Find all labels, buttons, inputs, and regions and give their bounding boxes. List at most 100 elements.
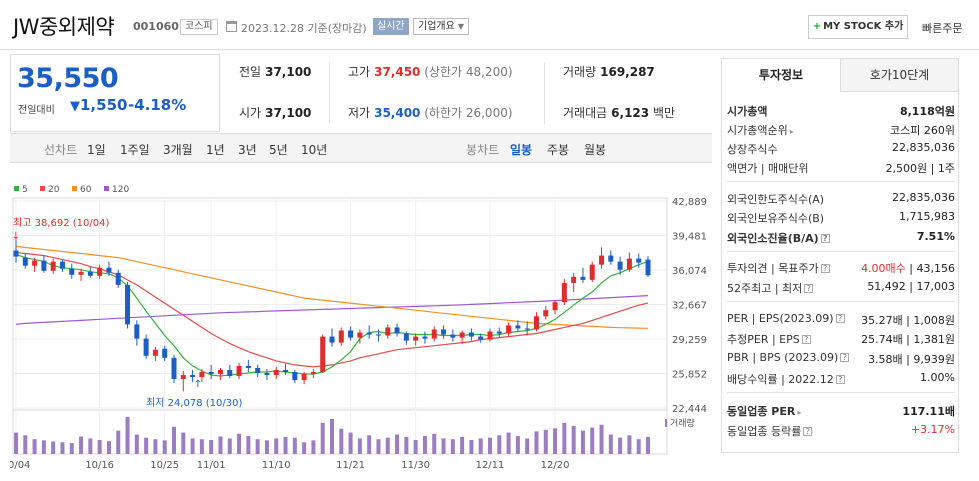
volume-bar [580,430,585,454]
volume-bar [422,436,427,454]
candle-body [561,282,567,303]
period-1d[interactable]: 1일 [87,143,106,157]
help-icon[interactable]: ? [840,353,850,362]
volume-bar [283,436,288,454]
candle-body [478,336,484,340]
volume-bar [478,438,483,454]
candle-body [301,374,307,381]
candle-body [580,276,586,280]
x-tick-label: 10/25 [150,460,179,471]
stat-label: 거래량 [563,65,597,79]
help-icon[interactable]: ? [803,427,813,436]
candle-body [227,369,233,377]
candle-body [97,267,103,276]
candlestick-chart-svg[interactable]: 5 20 60 120 42,889 39,481 36,074 32,667 29,259 25… [2,177,712,481]
x-tick-label: 10/16 [85,460,114,471]
calendar-icon [226,21,237,32]
x-tick-label: 12/20 [541,460,570,471]
volume-bar [450,439,455,454]
stat-open: 시가 37,100 [239,104,311,121]
candle-body [320,336,326,372]
low-annotation: 최저 24,078 (10/30) [146,397,242,409]
info-row-value: 1,715,983 [899,210,955,223]
quick-order-link[interactable]: 빠른주문 [922,22,963,35]
company-overview-label: 기업개요 [418,21,455,32]
candle-body [645,259,651,276]
info-row-value: 22,835,036 [892,191,955,204]
volume-bar [172,426,176,454]
candle-body [143,338,149,356]
volume-bar [395,434,400,454]
stock-chart[interactable]: 5 20 60 120 42,889 39,481 36,074 32,667 29,259 25… [2,177,712,481]
x-tick-label: 11/01 [197,460,226,471]
info-row: 투자의견 | 목표주가? 4.00매수 | 43,156 [727,260,955,277]
add-my-stock-button[interactable]: + MY STOCK 추가 [808,15,908,39]
info-row-label: 외국인소진율(B/A)? [727,230,830,246]
candle-monthly[interactable]: 월봉 [584,143,607,157]
period-10y[interactable]: 10년 [301,143,328,157]
company-overview-dropdown[interactable]: 기업개요 ▼ [413,18,469,35]
candle-body [190,375,196,378]
help-icon[interactable]: ? [820,234,830,243]
candle-body [115,272,121,285]
help-icon[interactable]: ? [801,335,811,344]
candle-body [515,325,521,329]
help-icon[interactable]: ? [835,375,845,384]
volume-bar [190,438,195,454]
candle-body [450,334,456,338]
help-icon[interactable]: ? [804,284,814,293]
volume-bar [646,436,650,454]
info-row: 외국인한도주식수(A) 22,835,036 [727,191,955,208]
legend-swatch [40,186,45,191]
info-row: 외국인소진율(B/A)? 7.51% [727,230,955,247]
arrow-right-icon[interactable]: ▸ [789,127,794,136]
realtime-button[interactable]: 실시간 [373,18,409,35]
candle-body [32,260,38,266]
help-icon[interactable]: ? [835,314,845,323]
candle-weekly[interactable]: 주봉 [547,143,570,157]
arrow-right-icon[interactable]: ▸ [797,408,802,417]
candle-body [608,255,614,262]
info-row: 외국인보유주식수(B) 1,715,983 [727,210,955,227]
candle-body [441,329,447,335]
candle-body [599,255,605,265]
tab-order-book[interactable]: 호가10단계 [840,59,958,92]
volume-bar [264,440,269,454]
stat-value: 37,450 [374,65,421,79]
candle-body [236,365,242,377]
candle-body [125,284,131,325]
stat-low: 저가 35,400 (하한가 26,000) [348,104,513,121]
period-1w[interactable]: 1주일 [120,143,150,157]
candle-body [524,328,530,330]
info-row-value: 1.00% [920,371,955,384]
volume-bar [525,438,530,454]
stat-label: 저가 [348,106,371,120]
price-change-pct: -4.18% [128,96,187,114]
help-icon[interactable]: ? [820,264,830,273]
volume-bar [144,437,149,454]
period-5y[interactable]: 5년 [269,143,288,157]
stat-label: 거래대금 [563,106,608,120]
period-3y[interactable]: 3년 [238,143,257,157]
volume-bar [469,439,474,454]
volume-bar [506,432,511,454]
candle-body [487,331,493,340]
volume-bar [237,433,242,454]
stat-amount: 거래대금 6,123 백만 [563,104,675,121]
period-3m[interactable]: 3개월 [163,143,193,157]
volume-bar [51,441,56,454]
tab-investment-info[interactable]: 투자정보 [722,59,840,92]
y-tick-label: 22,444 [672,404,707,415]
legend-label: 20 [48,185,60,195]
info-row-label: 액면가 | 매매단위 [727,162,809,175]
volume-bar [125,417,130,454]
candle-body [180,375,186,380]
info-row-label: 52주최고 | 최저? [727,280,814,296]
candle-chart-label[interactable]: 봉차트 [466,143,500,157]
candle-daily[interactable]: 일봉 [510,143,533,157]
stat-limit: (하한가 26,000) [424,106,513,120]
volume-bar [41,440,46,454]
period-1y[interactable]: 1년 [206,143,225,157]
quote-date: 2023.12.28 기준(장마감) [241,22,367,35]
line-chart-label[interactable]: 선차트 [44,143,78,157]
